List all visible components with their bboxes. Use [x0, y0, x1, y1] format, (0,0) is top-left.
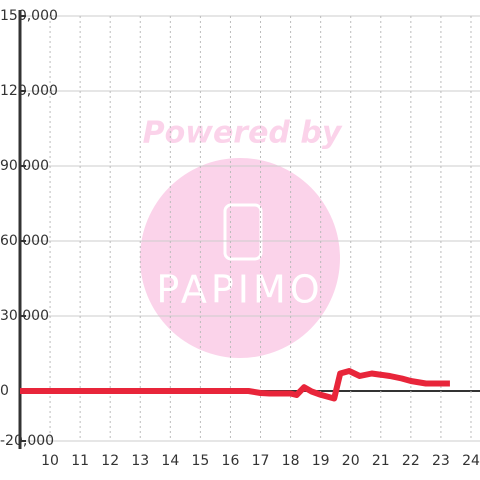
x-tick-label: 20 [342, 453, 360, 469]
x-tick-label: 13 [131, 453, 149, 469]
x-tick-label: 19 [312, 453, 330, 469]
x-tick-label: 10 [41, 453, 59, 469]
y-tick-label: -20,000 [0, 433, 54, 449]
y-tick-label: 60,000 [0, 233, 49, 249]
x-tick-label: 11 [71, 453, 89, 469]
y-tick-label: 120,000 [0, 83, 58, 99]
x-tick-label: 18 [282, 453, 300, 469]
line [20, 368, 450, 402]
y-tick-label: 30,000 [0, 308, 49, 324]
y-tick-label: 90,000 [0, 158, 49, 174]
x-tick-label: 16 [222, 453, 240, 469]
x-tick-label: 24 [462, 453, 480, 469]
x-tick-label: 12 [101, 453, 119, 469]
y-tick-label: 0 [0, 383, 9, 399]
x-tick-label: 22 [402, 453, 420, 469]
x-tick-label: 17 [252, 453, 270, 469]
y-tick-label: 150,000 [0, 8, 58, 24]
x-tick-label: 23 [432, 453, 450, 469]
watermark-logo: PAPIMO [156, 268, 323, 312]
x-tick-label: 15 [191, 453, 209, 469]
watermark-text: Powered by [143, 116, 343, 151]
x-tick-label: 14 [161, 453, 179, 469]
x-tick-label: 21 [372, 453, 390, 469]
